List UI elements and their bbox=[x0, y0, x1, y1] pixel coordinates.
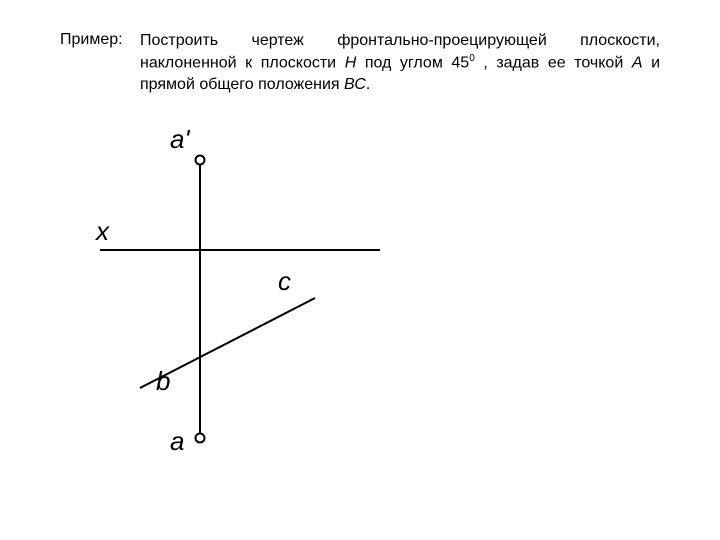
label-b: b bbox=[156, 366, 170, 396]
point-a-prime bbox=[196, 156, 205, 165]
label-c: c bbox=[278, 266, 291, 296]
point-a bbox=[196, 434, 205, 443]
header-row: Пример: Построить чертеж фронтально-прое… bbox=[60, 30, 660, 95]
task-text: Построить чертеж фронтально-проецирующей… bbox=[140, 30, 660, 95]
page: Пример: Построить чертеж фронтально-прое… bbox=[0, 0, 720, 540]
label-a: a bbox=[170, 426, 184, 456]
drawing-svg: a' x c b a bbox=[80, 120, 420, 480]
geometric-drawing: a' x c b a bbox=[80, 120, 420, 480]
label-a-prime: a' bbox=[170, 124, 190, 154]
example-label: Пример: bbox=[60, 30, 140, 95]
label-x: x bbox=[94, 216, 110, 246]
